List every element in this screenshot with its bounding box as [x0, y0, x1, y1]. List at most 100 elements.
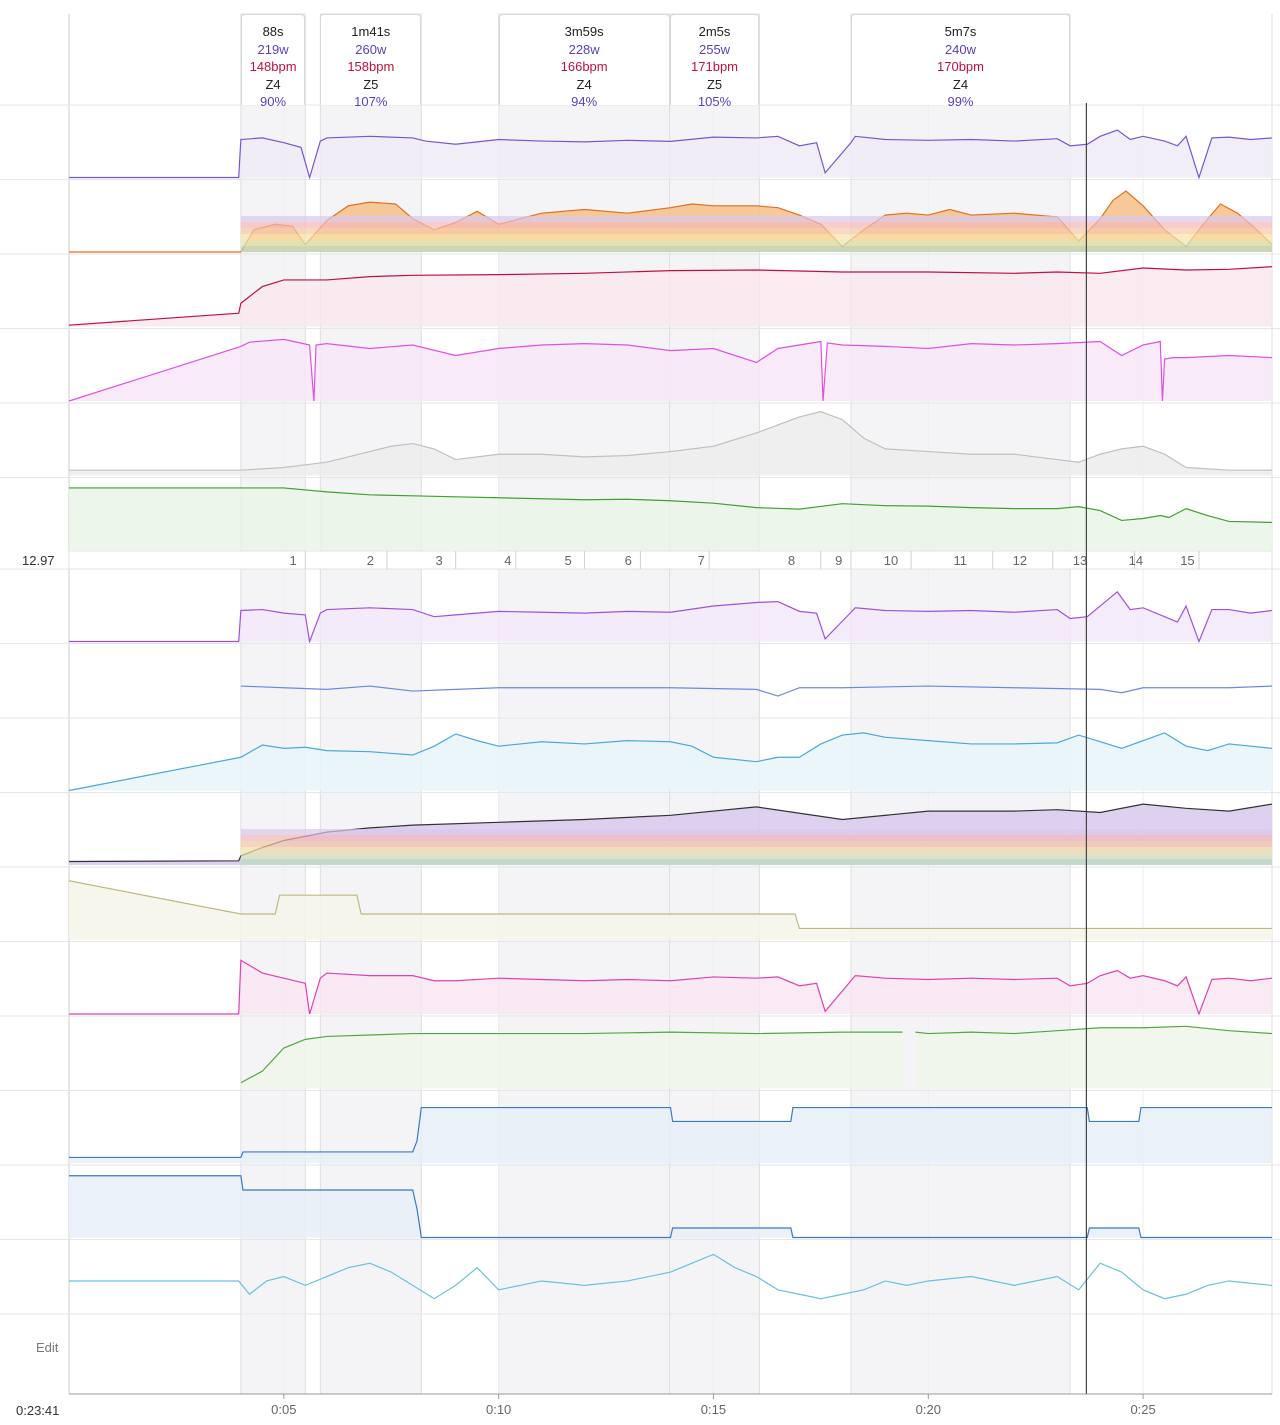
zone-band-9-3 — [240, 841, 1272, 847]
series-area-6-0 — [69, 591, 1272, 642]
series-area-12-0 — [240, 1032, 903, 1089]
interval-duration: 5m7s — [944, 24, 977, 39]
panel-label-1 — [12, 207, 26, 227]
series-line-3-0 — [68, 338, 1273, 402]
interval-power: 255w — [698, 41, 731, 57]
panel-label-4 — [12, 430, 26, 450]
segment-label-7: 7 — [698, 553, 705, 568]
series-line-7-0 — [240, 685, 1273, 697]
series-area-2-0 — [69, 266, 1272, 327]
panel-label-9 — [12, 820, 26, 840]
zone-band-9-0 — [240, 859, 1272, 865]
interval-hr: 148bpm — [249, 59, 297, 74]
series-area-12-1 — [915, 1026, 1272, 1089]
panel-label-5 — [12, 505, 26, 525]
interval-zone: Z4 — [265, 76, 281, 92]
series-line-1-0 — [69, 190, 1273, 253]
panel-label-7 — [12, 671, 26, 691]
interval-card-4: 2m5s 255w 171bpm Z5 105% — [669, 14, 760, 109]
interval-card-1: 88s 219w 148bpm Z4 90% — [240, 14, 306, 109]
series-area-0-0 — [69, 130, 1272, 178]
panel-label-6 — [12, 596, 26, 616]
series-line-2-0 — [68, 266, 1273, 326]
segment-label-15: 15 — [1180, 553, 1194, 568]
series-line-5-0 — [69, 487, 1273, 524]
segment-strip — [68, 550, 1273, 570]
series-line-6-0 — [69, 590, 1273, 644]
panel-label-10 — [12, 894, 26, 914]
interval-hr: 170bpm — [937, 59, 984, 74]
segment-label-9: 9 — [835, 553, 842, 568]
segment-label-11: 11 — [953, 553, 967, 568]
x-tick-label-4: 0:25 — [1130, 1402, 1155, 1417]
interval-hr: 166bpm — [560, 59, 608, 74]
segment-label-12: 12 — [1013, 553, 1027, 568]
interval-zone: Z5 — [706, 76, 723, 92]
panel-label-8 — [12, 745, 26, 765]
interval-duration: 3m59s — [564, 24, 604, 39]
zone-band-1-5 — [240, 216, 1272, 222]
series-area-8-0 — [69, 732, 1272, 791]
x-tick-label-2: 0:15 — [701, 1402, 726, 1417]
segment-label-10: 10 — [884, 553, 898, 568]
zone-band-9-2 — [240, 847, 1272, 853]
edit-button[interactable]: Edit — [36, 1340, 59, 1355]
interval-power: 219w — [257, 41, 289, 57]
panel-label-0 — [12, 132, 26, 152]
series-line-10-0 — [68, 880, 1272, 930]
series-area-3-0 — [69, 339, 1272, 401]
interval-pct: 94% — [571, 94, 598, 109]
series-area-14-0 — [69, 1175, 1272, 1238]
panel-label-2 — [12, 281, 26, 301]
panel-label-12 — [12, 1043, 26, 1063]
interval-pct: 99% — [947, 94, 974, 109]
x-tick-label-0: 0:05 — [271, 1402, 296, 1417]
panel-label-15 — [12, 1267, 26, 1287]
series-line-8-0 — [68, 732, 1273, 792]
zone-band-1-1 — [240, 240, 1272, 246]
zone-band-1-2 — [240, 234, 1272, 240]
interval-pct: 107% — [354, 94, 388, 109]
panel-label-11 — [12, 969, 26, 989]
zone-band-1-3 — [240, 228, 1272, 234]
segment-label-2: 2 — [367, 553, 374, 568]
series-area-5-0 — [69, 487, 1272, 550]
interval-duration: 1m41s — [351, 24, 391, 39]
segment-label-1: 1 — [289, 553, 296, 568]
zone-band-9-1 — [240, 853, 1272, 859]
interval-power: 260w — [355, 41, 387, 57]
interval-power: 240w — [944, 41, 977, 57]
series-area-11-0 — [69, 960, 1272, 1014]
zone-band-9-4 — [240, 835, 1272, 841]
series-line-13-0 — [69, 1106, 1272, 1159]
interval-card-2: 1m41s 260w 158bpm Z5 107% — [320, 14, 422, 109]
segment-label-14: 14 — [1129, 553, 1143, 568]
interval-power: 228w — [568, 41, 600, 57]
segment-label-13: 13 — [1073, 553, 1087, 568]
series-line-14-0 — [69, 1175, 1272, 1239]
segment-label-6: 6 — [625, 553, 632, 568]
series-line-0-0 — [69, 129, 1273, 180]
interval-zone: Z4 — [576, 76, 592, 92]
interval-hr: 171bpm — [691, 59, 739, 74]
interval-zone: Z4 — [952, 76, 969, 92]
series-line-12-0 — [240, 1031, 903, 1084]
panel-label-3 — [12, 356, 26, 376]
series-line-15-0 — [69, 1253, 1273, 1300]
interval-card-3: 3m59s 228w 166bpm Z4 94% — [498, 14, 670, 109]
panel-label-14 — [12, 1192, 26, 1212]
interval-pct: 90% — [260, 94, 287, 109]
segments-value: 12.97 — [22, 553, 55, 568]
zone-band-9-5 — [240, 829, 1272, 835]
series-area-10-0 — [69, 880, 1272, 940]
interval-duration: 2m5s — [698, 24, 731, 39]
segment-label-4: 4 — [504, 553, 511, 568]
series-line-4-0 — [69, 411, 1272, 471]
interval-zone: Z5 — [363, 76, 379, 92]
elapsed-time: 0:23:41 — [16, 1403, 60, 1418]
series-area-13-0 — [69, 1107, 1272, 1163]
x-tick-label-3: 0:20 — [916, 1402, 941, 1417]
interval-pct: 105% — [697, 94, 732, 109]
